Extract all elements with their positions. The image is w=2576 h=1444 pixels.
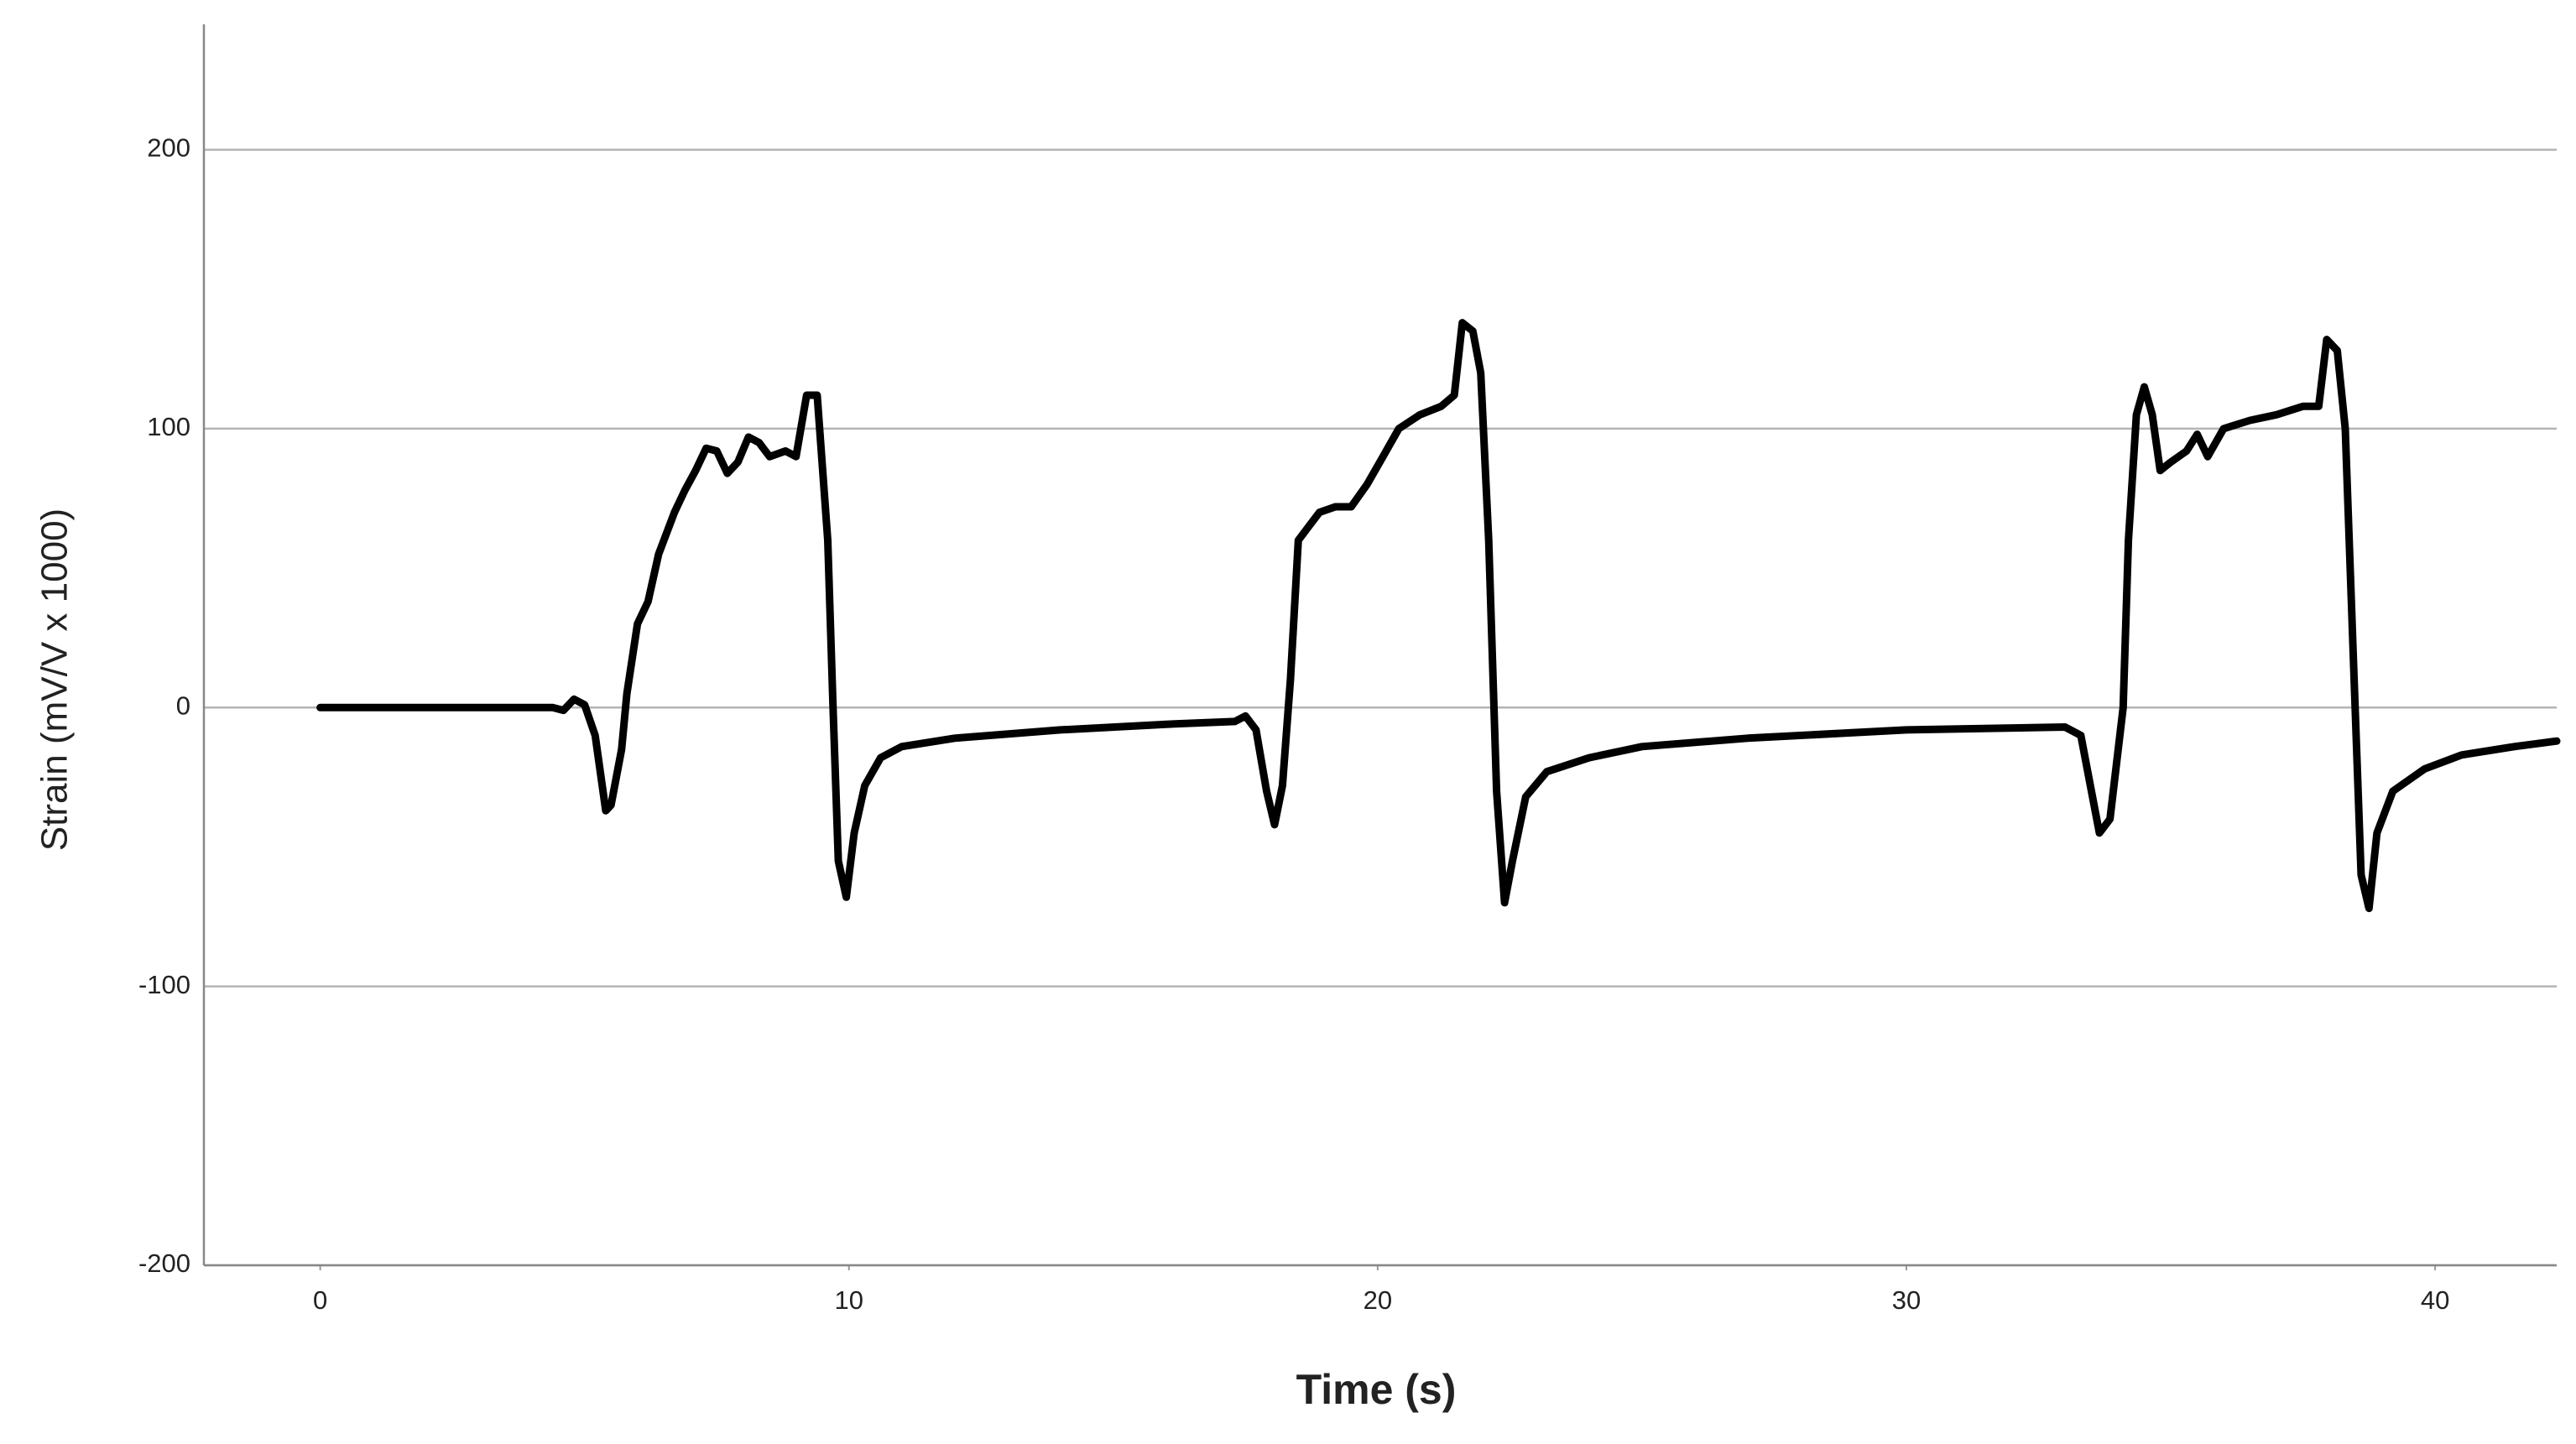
y-tick-label: 0: [176, 691, 190, 720]
x-tick-label: 20: [1364, 1285, 1392, 1315]
y-tick-label: -200: [138, 1249, 190, 1278]
x-tick-label: 10: [834, 1285, 863, 1315]
y-axis-label: Strain (mV/V x 1000): [34, 508, 76, 851]
y-tick-label: 200: [147, 133, 190, 163]
x-tick-label: 30: [1892, 1285, 1921, 1315]
x-axis-label: Time (s): [1296, 1366, 1457, 1413]
y-tick-label: -100: [138, 970, 190, 999]
x-tick-label: 40: [2421, 1285, 2449, 1315]
data-line: [316, 319, 2561, 913]
y-tick-label: 100: [147, 412, 190, 441]
x-tick-label: 0: [313, 1285, 327, 1315]
